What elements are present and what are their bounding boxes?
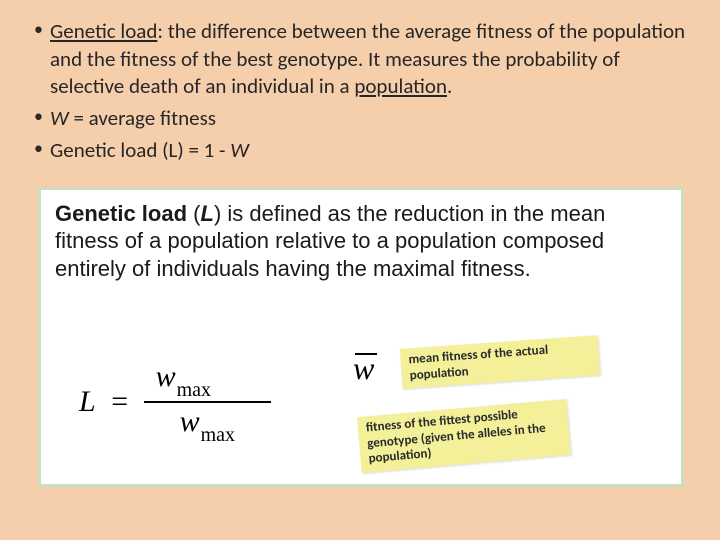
formula-eq: =	[111, 385, 128, 419]
formula: L = wmax wmax	[79, 358, 271, 446]
num-max: max	[177, 379, 211, 401]
def-L: L	[201, 201, 214, 226]
formula-fraction: wmax wmax	[144, 358, 271, 446]
wbar-overline	[355, 353, 377, 355]
bullet-3: Genetic load (L) = 1 - W	[28, 137, 698, 165]
term-genetic-load: Genetic load	[50, 18, 157, 44]
bullet-2: W = average fitness	[28, 105, 698, 133]
bullet-1: Genetic load: the difference between the…	[28, 18, 698, 101]
annotation-fittest-genotype: fitness of the fittest possible genotype…	[357, 399, 571, 473]
bullet-2-text: = average fitness	[69, 105, 216, 131]
formula-numerator: wmax	[144, 358, 271, 403]
symbol-w: W	[50, 105, 69, 131]
den-max: max	[201, 424, 235, 446]
def-term: Genetic load	[55, 201, 187, 226]
formula-wmax-num: wmax	[156, 360, 211, 393]
formula-L: L	[79, 385, 96, 419]
definition-text: Genetic load (L) is defined as the reduc…	[55, 200, 667, 283]
symbol-w-2: W	[230, 137, 249, 163]
slide-content: Genetic load: the difference between the…	[0, 0, 720, 487]
formula-wbar: w	[353, 350, 374, 387]
term-population: population	[354, 73, 447, 99]
bullet-1-end: .	[447, 73, 452, 99]
num-w: w	[156, 360, 176, 393]
annotation-mean-fitness: mean fitness of the actual population	[400, 335, 600, 389]
definition-box: Genetic load (L) is defined as the reduc…	[38, 187, 684, 487]
def-paren-open: (	[187, 201, 200, 226]
bullet-3-text: Genetic load (L) = 1 -	[50, 137, 230, 163]
bullet-list: Genetic load: the difference between the…	[28, 18, 698, 165]
wbar-w: w	[353, 350, 374, 386]
den-w: w	[180, 405, 200, 438]
formula-denominator: wmax	[144, 403, 271, 446]
